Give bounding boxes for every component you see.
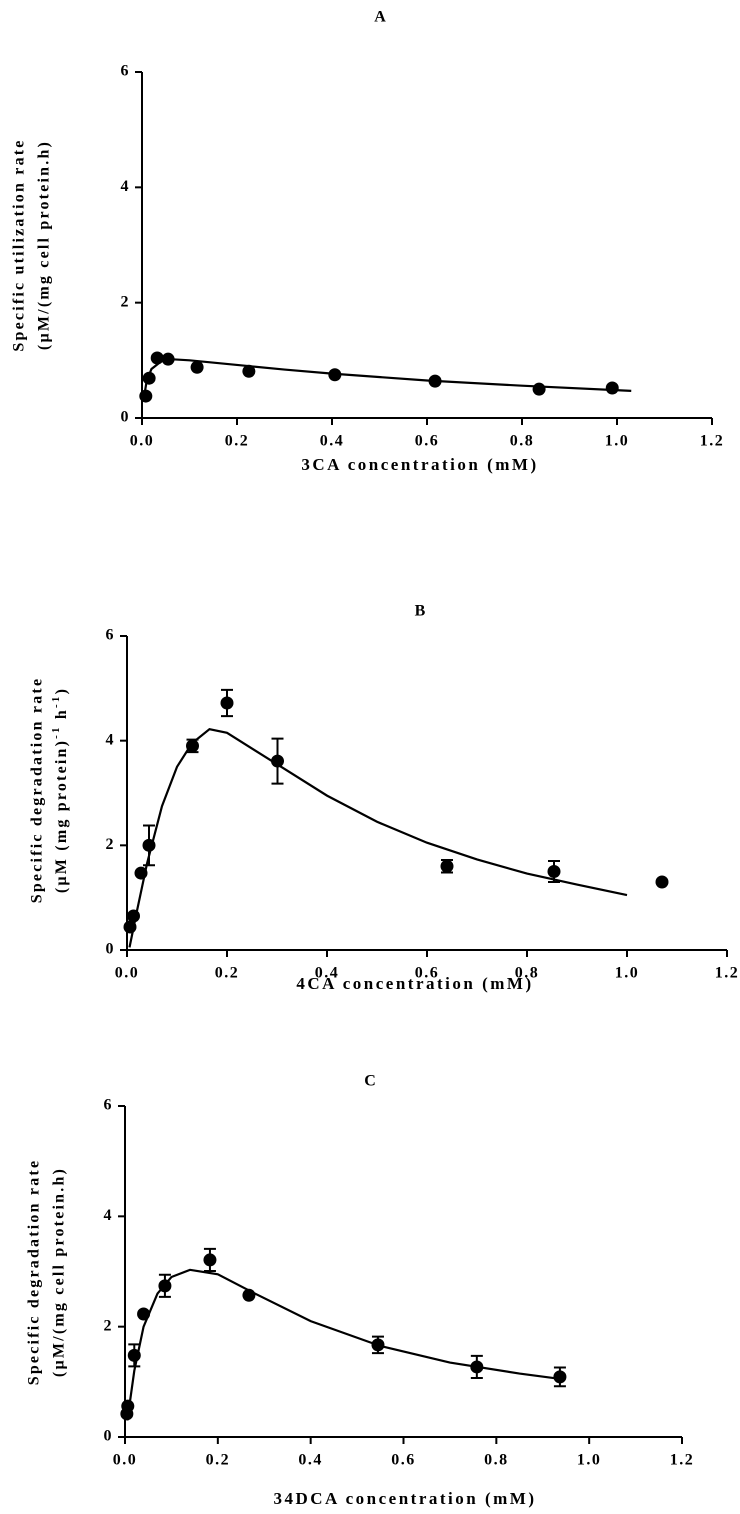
x-tick-label: 1.0 bbox=[615, 965, 640, 982]
x-tick-label: 0.4 bbox=[320, 433, 345, 450]
x-tick-label: 0.8 bbox=[515, 965, 540, 982]
x-tick-label: 0.2 bbox=[225, 433, 250, 450]
data-point bbox=[127, 909, 140, 923]
y-tick-label: 6 bbox=[106, 627, 116, 644]
data-point bbox=[547, 865, 561, 878]
y-axis-label: Specific degradation rate bbox=[29, 677, 46, 904]
chart-title: A bbox=[374, 9, 386, 26]
x-axis-label: 34DCA concentration (mM) bbox=[273, 1489, 536, 1508]
data-point bbox=[532, 382, 546, 396]
x-tick-label: 0.0 bbox=[130, 433, 155, 450]
x-tick-label: 1.2 bbox=[700, 433, 725, 450]
y-tick-label: 0 bbox=[121, 409, 131, 426]
chart-title: B bbox=[415, 603, 426, 620]
y-tick-label: 4 bbox=[106, 731, 116, 748]
x-tick-label: 0.2 bbox=[206, 1452, 231, 1469]
x-tick-label: 0.2 bbox=[215, 965, 240, 982]
y-axis-label: (µM/(mg cell protein.h) bbox=[51, 1167, 68, 1377]
x-tick-label: 1.0 bbox=[577, 1452, 602, 1469]
x-axis-label: 3CA concentration (mM) bbox=[301, 455, 538, 474]
x-tick-label: 0.6 bbox=[415, 433, 440, 450]
x-tick-label: 0.0 bbox=[115, 965, 140, 982]
x-tick-label: 1.2 bbox=[715, 965, 740, 982]
y-axis-label-part: h bbox=[53, 708, 70, 725]
y-axis-label-part: -1 bbox=[50, 725, 62, 739]
y-axis-label-part: ) bbox=[53, 687, 70, 695]
x-tick-label: 0.0 bbox=[113, 1452, 138, 1469]
data-point bbox=[440, 859, 454, 873]
y-tick-label: 2 bbox=[121, 293, 131, 310]
x-tick-label: 0.8 bbox=[484, 1452, 509, 1469]
fit-line bbox=[126, 1268, 562, 1421]
y-tick-label: 2 bbox=[104, 1317, 114, 1334]
x-tick-label: 0.4 bbox=[315, 965, 340, 982]
data-point bbox=[271, 754, 284, 768]
y-tick-label: 0 bbox=[106, 941, 116, 958]
data-point bbox=[203, 1253, 217, 1267]
y-tick-label: 6 bbox=[104, 1097, 114, 1114]
y-axis-label: Specific degradation rate bbox=[26, 1159, 43, 1386]
y-tick-label: 2 bbox=[106, 836, 116, 853]
x-tick-label: 1.2 bbox=[670, 1452, 695, 1469]
data-point bbox=[553, 1370, 567, 1384]
x-tick-label: 0.4 bbox=[298, 1452, 323, 1469]
y-tick-label: 4 bbox=[121, 178, 131, 195]
data-point bbox=[655, 875, 669, 889]
x-axis-label: 4CA concentration (mM) bbox=[296, 974, 533, 993]
y-axis-label: (µM (mg protein)-1 h-1) bbox=[50, 687, 70, 893]
y-tick-label: 0 bbox=[104, 1428, 114, 1445]
y-axis-label-part: -1 bbox=[50, 694, 62, 708]
y-axis-label-part: (µM (mg protein) bbox=[53, 739, 70, 893]
data-point bbox=[220, 696, 234, 710]
x-tick-label: 0.6 bbox=[415, 965, 440, 982]
x-tick-label: 1.0 bbox=[605, 433, 630, 450]
fit-line bbox=[128, 727, 628, 948]
data-point bbox=[605, 381, 619, 395]
fit-line bbox=[142, 358, 632, 401]
data-point bbox=[190, 360, 204, 374]
x-tick-label: 0.6 bbox=[391, 1452, 416, 1469]
chart-title: C bbox=[364, 1073, 376, 1090]
x-tick-label: 0.8 bbox=[510, 433, 535, 450]
data-point bbox=[242, 364, 256, 378]
y-tick-label: 6 bbox=[121, 63, 131, 80]
y-tick-label: 4 bbox=[104, 1207, 114, 1224]
y-axis-label: (µM/(mg cell protein.h) bbox=[36, 140, 53, 350]
data-point bbox=[121, 1399, 135, 1413]
y-axis-label: Specific utilization rate bbox=[11, 138, 28, 351]
